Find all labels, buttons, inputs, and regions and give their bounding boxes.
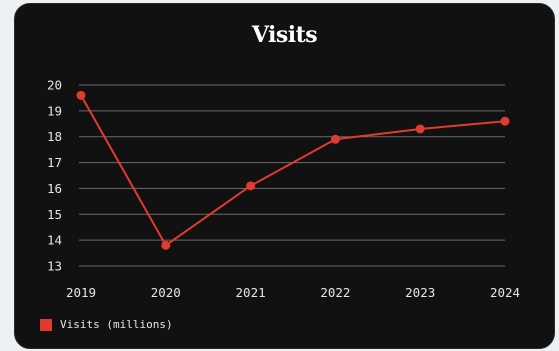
- chart-title: Visits: [251, 22, 318, 48]
- x-tick-label: 2024: [490, 285, 520, 300]
- x-axis-ticks: 2019 2020 2021 2022 2023 2024: [66, 285, 520, 300]
- x-tick-label: 2020: [151, 285, 181, 300]
- x-tick-label: 2023: [405, 285, 435, 300]
- legend-label: Visits (millions): [60, 318, 173, 331]
- data-point: [76, 90, 86, 100]
- grid-layer: [79, 84, 505, 267]
- legend: Visits (millions): [40, 318, 173, 331]
- y-tick-label: 19: [47, 103, 62, 118]
- line-chart: 13 14 15 16 17 18 19 20 2019 2020 2021 2022 2023 202…: [47, 78, 520, 301]
- x-tick-label: 2022: [320, 285, 350, 300]
- data-point: [161, 240, 171, 250]
- data-point: [500, 116, 510, 126]
- data-point: [246, 181, 256, 191]
- chart-card: Visits 13 14 15 16 17 18 19 20 2019 2020 2021 2022…: [14, 3, 555, 349]
- series-line: [80, 94, 506, 247]
- y-tick-label: 20: [47, 78, 62, 93]
- y-tick-label: 18: [47, 129, 62, 144]
- y-tick-label: 15: [47, 207, 62, 222]
- data-point: [415, 124, 425, 134]
- legend-swatch: [40, 318, 52, 331]
- x-tick-label: 2021: [236, 285, 266, 300]
- data-point: [330, 134, 340, 144]
- y-tick-label: 13: [47, 259, 62, 274]
- y-tick-label: 16: [47, 181, 62, 196]
- y-axis-ticks: 13 14 15 16 17 18 19 20: [47, 78, 62, 274]
- y-tick-label: 14: [47, 233, 62, 248]
- series-layer: [76, 90, 510, 250]
- x-tick-label: 2019: [66, 285, 96, 300]
- y-tick-label: 17: [47, 155, 62, 170]
